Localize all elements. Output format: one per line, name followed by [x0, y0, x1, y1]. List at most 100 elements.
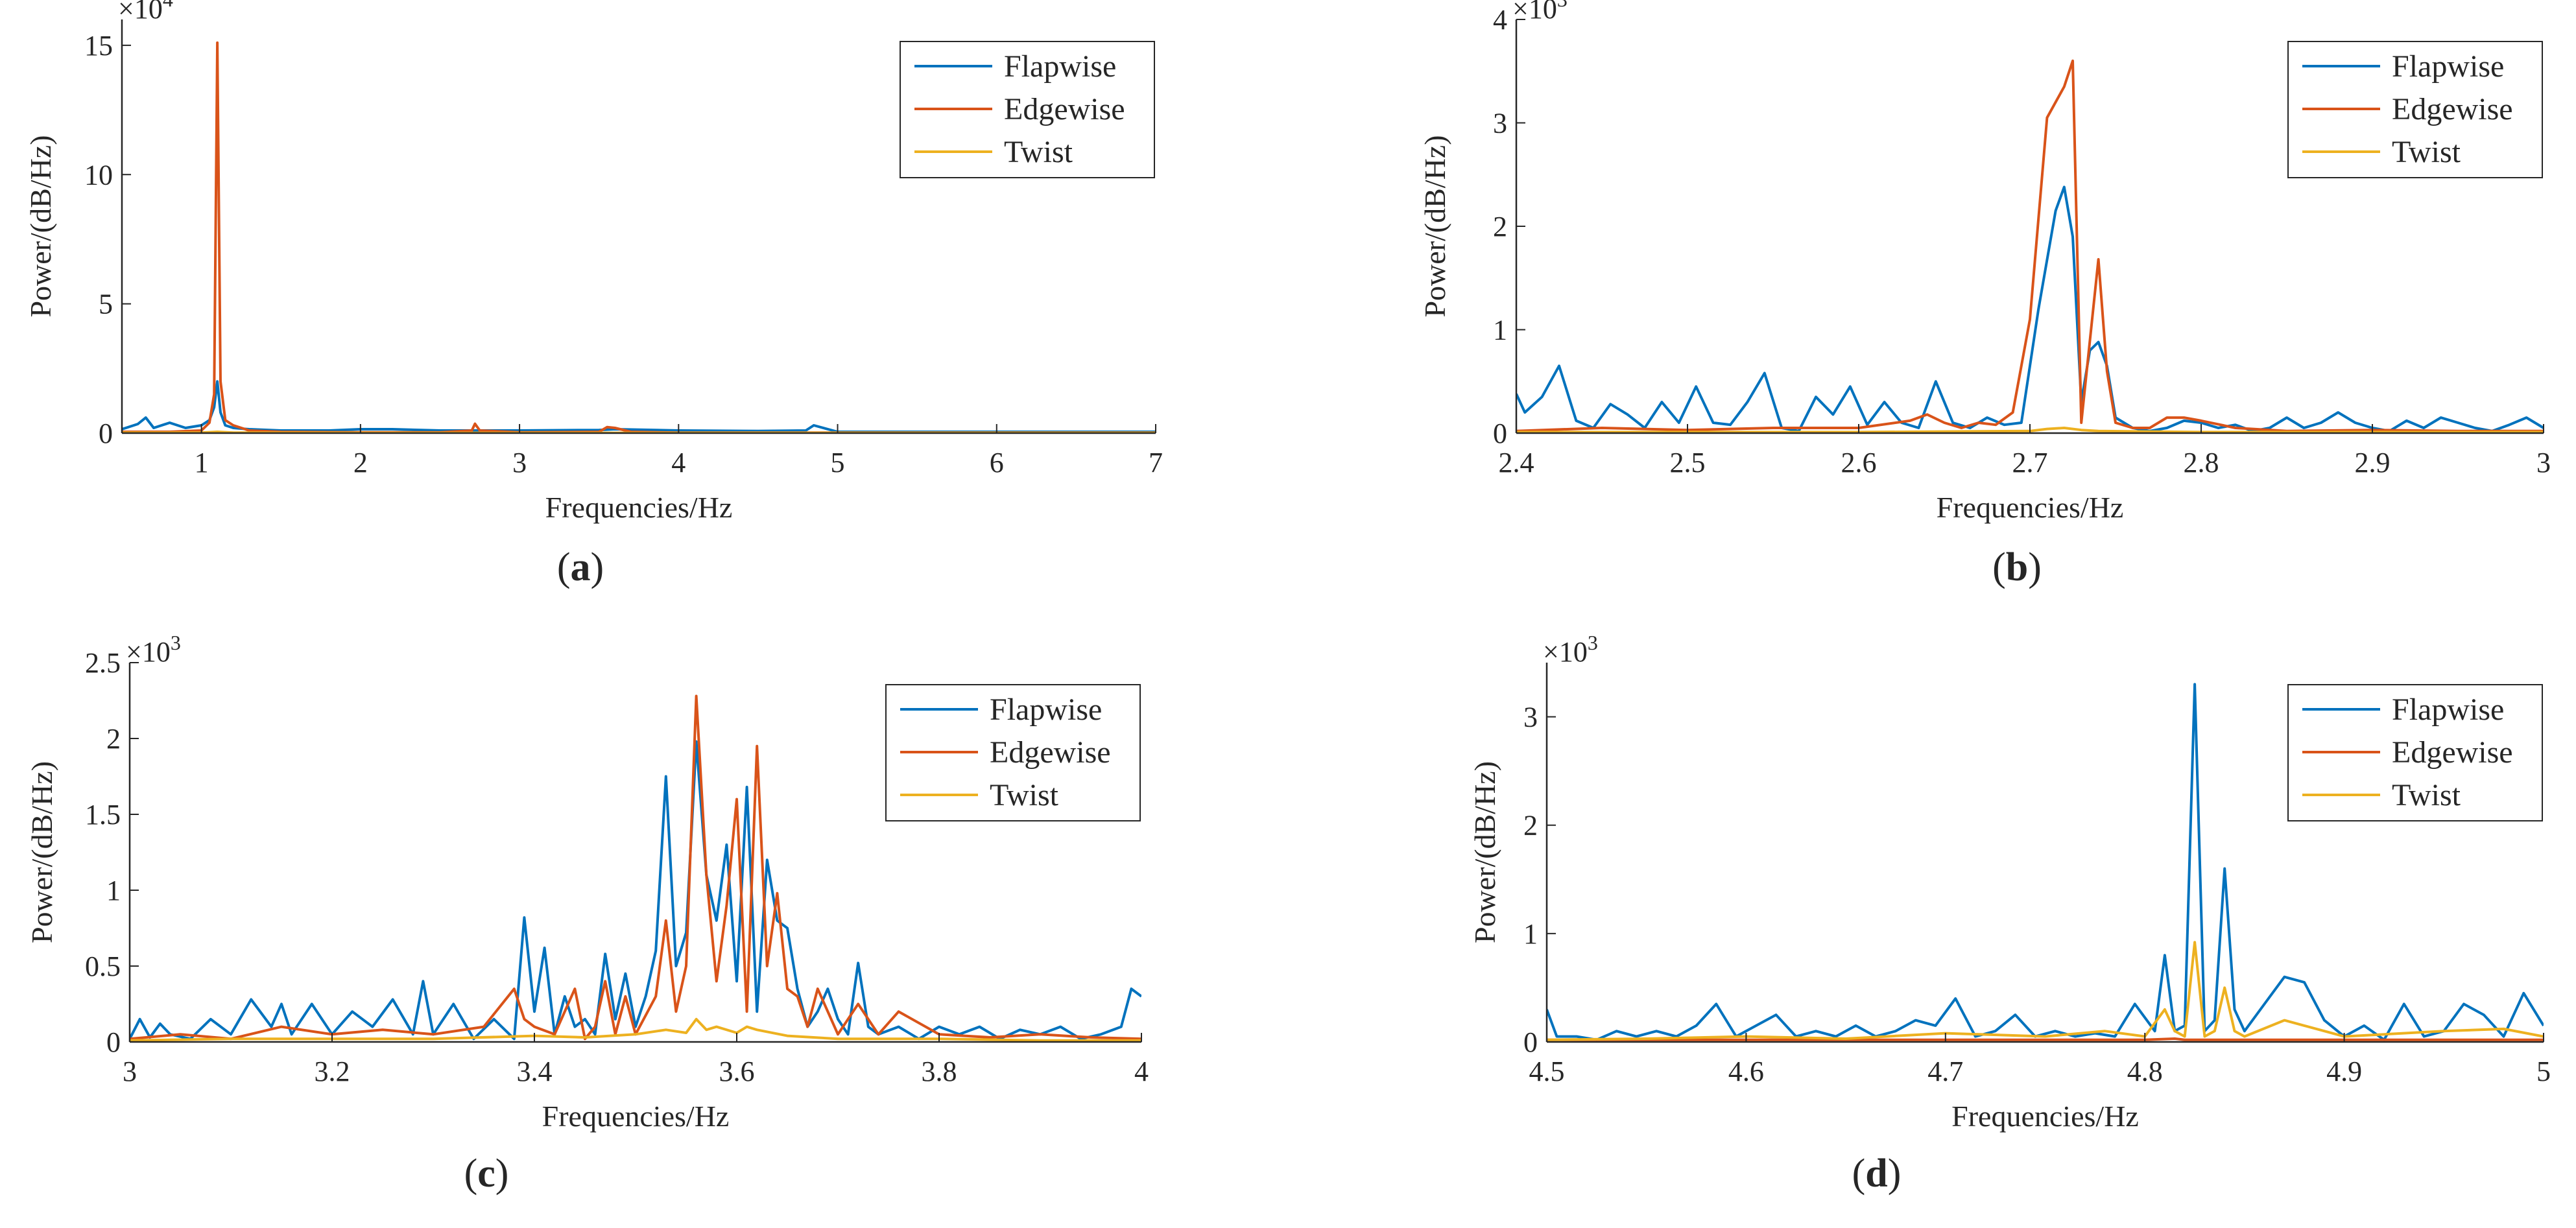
x-tick-label: 4 — [1134, 1056, 1149, 1087]
x-tick-label: 5 — [2536, 1056, 2551, 1087]
legend-label-edgewise: Edgewise — [990, 735, 1111, 770]
y-tick-label: 2.5 — [85, 647, 121, 679]
x-tick-label: 6 — [990, 447, 1004, 478]
series-line-flapwise — [1547, 683, 2544, 1041]
y-tick-label: 3 — [1523, 702, 1538, 733]
caption-open: ( — [464, 1151, 478, 1196]
y-tick-label: 1.5 — [85, 799, 121, 831]
axis-multiplier: ×103 — [1543, 631, 1598, 668]
multiplier-base: ×10 — [126, 636, 171, 668]
series-group — [1547, 683, 2544, 1041]
series-group — [130, 694, 1141, 1042]
caption-letter: d — [1865, 1151, 1887, 1196]
x-tick-label: 2.9 — [2355, 447, 2391, 478]
x-tick-label: 4 — [671, 447, 686, 478]
legend-label-edgewise: Edgewise — [1004, 92, 1125, 126]
series-group — [1516, 59, 2544, 433]
y-tick-label: 1 — [1493, 314, 1507, 346]
legend: Flapwise Edgewise Twist — [2287, 41, 2543, 178]
x-tick-label: 2 — [353, 447, 368, 478]
legend-label-flapwise: Flapwise — [990, 692, 1102, 727]
y-tick-label: 0 — [1493, 418, 1507, 449]
x-axis-label: Frequencies/Hz — [545, 491, 733, 524]
x-tick-label: 2.5 — [1670, 447, 1706, 478]
series-line-flapwise — [122, 380, 1156, 433]
y-tick-label: 0 — [106, 1026, 121, 1058]
caption-letter: c — [477, 1151, 495, 1196]
caption-open: ( — [1992, 545, 2006, 589]
y-tick-label: 0 — [99, 418, 113, 449]
y-tick-label: 2 — [1523, 810, 1538, 842]
series-line-edgewise — [1516, 59, 2544, 432]
caption-close: ) — [2028, 545, 2042, 589]
caption-letter: a — [571, 545, 591, 589]
x-tick-label: 4.7 — [1927, 1056, 1963, 1087]
y-axis-label: Power/(dB/Hz) — [1468, 761, 1501, 943]
x-tick-label: 3.4 — [517, 1056, 553, 1087]
multiplier-exponent: 3 — [171, 631, 181, 654]
legend: Flapwise Edgewise Twist — [885, 684, 1141, 821]
series-line-flapwise — [130, 740, 1141, 1041]
multiplier-exponent: 3 — [1588, 631, 1598, 654]
series-line-edgewise — [130, 694, 1141, 1041]
y-axis-label: Power/(dB/Hz) — [24, 135, 57, 317]
legend: Flapwise Edgewise Twist — [900, 41, 1155, 178]
caption-close: ) — [1888, 1151, 1902, 1196]
x-tick-label: 1 — [195, 447, 209, 478]
x-tick-label: 3.2 — [315, 1056, 350, 1087]
y-tick-label: 0.5 — [85, 951, 121, 982]
y-axis-label: Power/(dB/Hz) — [25, 761, 58, 943]
y-tick-label: 15 — [84, 30, 113, 62]
multiplier-base: ×10 — [118, 0, 163, 25]
legend-label-flapwise: Flapwise — [2392, 692, 2504, 727]
x-tick-label: 4.5 — [1529, 1056, 1565, 1087]
legend-label-flapwise: Flapwise — [2392, 49, 2504, 84]
multiplier-base: ×10 — [1512, 0, 1557, 25]
y-tick-label: 4 — [1493, 4, 1507, 36]
axis-multiplier: ×103 — [1512, 0, 1568, 25]
y-tick-label: 1 — [1523, 918, 1538, 950]
x-tick-label: 2.4 — [1499, 447, 1534, 478]
x-axis-label: Frequencies/Hz — [1937, 491, 2124, 524]
axis-multiplier: ×103 — [126, 631, 181, 668]
axis-multiplier: ×104 — [118, 0, 173, 25]
x-tick-label: 2.7 — [2012, 447, 2048, 478]
panel-caption: (d) — [1852, 1151, 1902, 1196]
y-tick-label: 2 — [106, 723, 121, 755]
x-tick-label: 4.6 — [1728, 1056, 1764, 1087]
panel-caption: (a) — [557, 545, 604, 589]
panel-caption: (c) — [464, 1151, 509, 1196]
x-axis-label: Frequencies/Hz — [542, 1100, 730, 1133]
caption-close: ) — [591, 545, 604, 589]
x-tick-label: 3 — [512, 447, 527, 478]
caption-letter: b — [2006, 545, 2028, 589]
y-tick-label: 2 — [1493, 211, 1507, 242]
legend-label-edgewise: Edgewise — [2392, 735, 2513, 770]
x-tick-label: 5 — [831, 447, 845, 478]
x-tick-label: 4.8 — [2127, 1056, 2163, 1087]
caption-open: ( — [557, 545, 571, 589]
x-tick-label: 4.9 — [2326, 1056, 2362, 1087]
legend-label-flapwise: Flapwise — [1004, 49, 1116, 84]
series-line-edgewise — [1547, 1037, 2544, 1041]
y-tick-label: 5 — [99, 289, 113, 320]
series-line-twist — [130, 1017, 1141, 1042]
multiplier-base: ×10 — [1543, 636, 1588, 668]
legend: Flapwise Edgewise Twist — [2287, 684, 2543, 821]
panel-a: 1234567051015×104Frequencies/HzPower/(dB… — [24, 0, 1163, 589]
x-tick-label: 3.6 — [719, 1056, 755, 1087]
y-tick-label: 0 — [1523, 1026, 1538, 1058]
panel-b: 2.42.52.62.72.82.9301234×103Frequencies/… — [1418, 0, 2551, 589]
x-tick-label: 3.8 — [922, 1056, 957, 1087]
panel-caption: (b) — [1992, 545, 2042, 589]
series-line-twist — [1547, 941, 2544, 1041]
caption-close: ) — [495, 1151, 509, 1196]
series-line-twist — [1516, 427, 2544, 433]
panel-d: 4.5 4.6 4.7 4.8 4.9 50123×103Frequencies/HzPo… — [1468, 631, 2551, 1196]
series-line-flapwise — [1516, 185, 2544, 432]
legend-label-twist: Twist — [2392, 135, 2461, 169]
panel-c: 3 3.2 3.4 3.6 3.8 400.511.522.5 ×103Frequencie… — [25, 631, 1149, 1196]
x-axis-label: Frequencies/Hz — [1951, 1100, 2139, 1133]
multiplier-exponent: 4 — [163, 0, 173, 11]
